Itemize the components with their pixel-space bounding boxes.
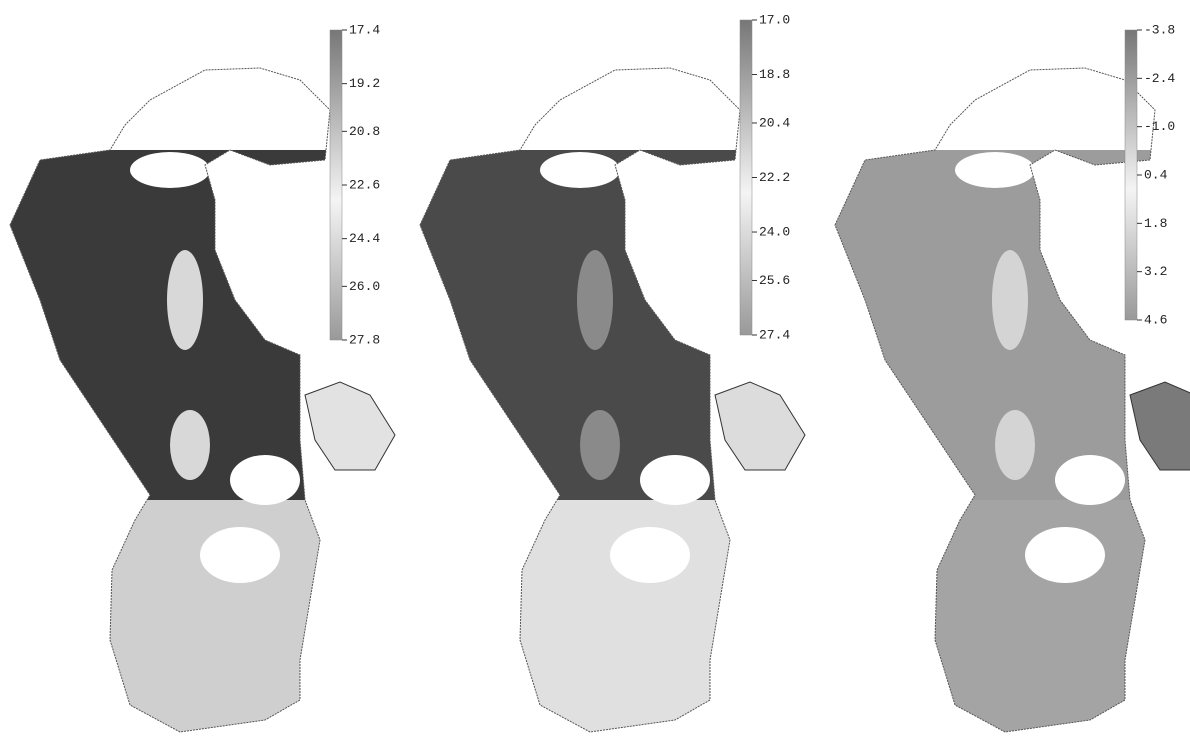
colorbar-label: 20.4 xyxy=(759,115,790,130)
sea-gap xyxy=(610,527,690,583)
sea-gap xyxy=(540,152,620,188)
colorbar-label: 24.4 xyxy=(349,231,380,246)
sea-gap xyxy=(130,152,210,188)
colorbar-label: 22.2 xyxy=(759,170,790,185)
colorbar xyxy=(740,20,752,335)
colorbar-label: 27.4 xyxy=(759,327,790,342)
colorbar-label: 26.0 xyxy=(349,279,380,294)
bay xyxy=(305,382,395,470)
colorbar-label: 3.2 xyxy=(1144,264,1167,279)
colorbar-label: 17.4 xyxy=(349,22,380,37)
sea-patch xyxy=(577,250,613,350)
sea-gap xyxy=(230,455,300,505)
sea-patch xyxy=(167,250,203,350)
colorbar-label: 24.0 xyxy=(759,224,790,239)
colorbar-label: 0.4 xyxy=(1144,167,1168,182)
sea-south xyxy=(0,500,400,743)
sea-south xyxy=(410,500,810,743)
colorbar-label: 17.0 xyxy=(759,12,790,27)
sea-gap xyxy=(955,152,1035,188)
colorbar-label: -1.0 xyxy=(1144,119,1175,134)
colorbar-label: -3.8 xyxy=(1144,22,1175,37)
colorbar-label: 4.6 xyxy=(1144,312,1167,327)
colorbar xyxy=(1125,30,1137,320)
sea-gap xyxy=(1055,455,1125,505)
sea-gap xyxy=(200,527,280,583)
colorbar-label: 22.6 xyxy=(349,177,380,192)
bay xyxy=(715,382,805,470)
colorbar-label: 19.2 xyxy=(349,76,380,91)
colorbar-label: 27.8 xyxy=(349,332,380,347)
bay xyxy=(1130,382,1190,470)
sea-patch xyxy=(170,410,210,480)
colorbar xyxy=(330,30,342,340)
colorbar-label: 18.8 xyxy=(759,67,790,82)
colorbar-label: 25.6 xyxy=(759,273,790,288)
colorbar-label: 20.8 xyxy=(349,124,380,139)
colorbar-label: 1.8 xyxy=(1144,216,1167,231)
sea-patch xyxy=(995,410,1035,480)
sea-south xyxy=(825,500,1190,743)
sea-patch xyxy=(992,250,1028,350)
sea-patch xyxy=(580,410,620,480)
sea-gap xyxy=(1025,527,1105,583)
sea-gap xyxy=(640,455,710,505)
colorbar-label: -2.4 xyxy=(1144,71,1175,86)
figure: 17.4 19.2 20.8 22.6 24.4 26.0 27.8 17.0 18.8 20.4… xyxy=(0,0,1190,743)
